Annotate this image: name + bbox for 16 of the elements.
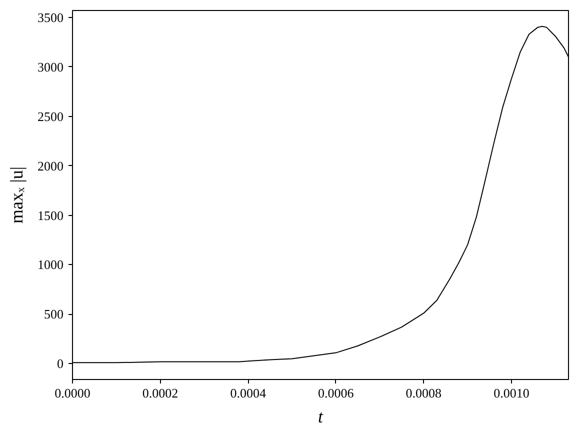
y-tick-label: 2000 (38, 158, 64, 174)
x-tick-label: 0.0002 (142, 386, 178, 400)
y-tick-label: 2500 (38, 108, 64, 124)
y-tick-label: 500 (44, 306, 64, 322)
y-tick-label: 1000 (38, 257, 64, 272)
x-tick-label: 0.0004 (230, 386, 266, 400)
y-tick-label: 1500 (38, 208, 64, 223)
x-tick-label: 0.0008 (406, 386, 442, 400)
y-tick-label: 0 (57, 356, 64, 372)
x-axis-title: t (318, 406, 324, 426)
y-axis-title: maxₓ |u| (6, 166, 26, 224)
x-tick-label: 0.0006 (318, 386, 354, 400)
x-tick-label: 0.0000 (54, 386, 90, 400)
y-tick-label: 3500 (38, 10, 64, 25)
x-tick-label: 0.0010 (494, 386, 530, 400)
y-tick-label: 3000 (38, 59, 64, 74)
